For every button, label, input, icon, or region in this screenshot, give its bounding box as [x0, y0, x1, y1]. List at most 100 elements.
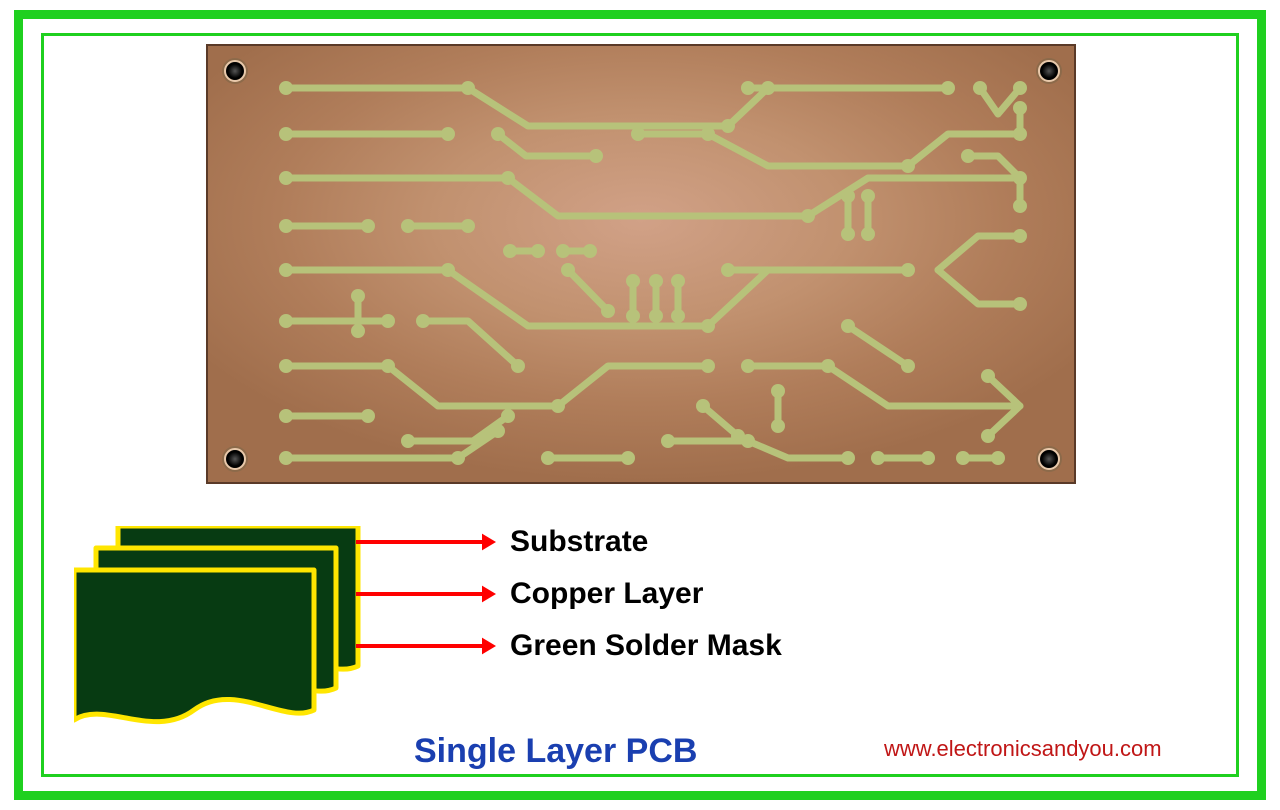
- pcb-pad: [461, 81, 475, 95]
- pcb-pad: [671, 274, 685, 288]
- pcb-pad: [901, 263, 915, 277]
- pcb-pad: [501, 409, 515, 423]
- pcb-pad: [901, 159, 915, 173]
- pcb-trace: [938, 236, 1020, 270]
- pcb-pad: [741, 81, 755, 95]
- pcb-pad: [279, 451, 293, 465]
- pcb-pad: [771, 419, 785, 433]
- pcb-pad: [503, 244, 517, 258]
- pcb-pad: [551, 399, 565, 413]
- pcb-pad: [1013, 229, 1027, 243]
- pcb-pad: [841, 319, 855, 333]
- pcb-pad: [981, 429, 995, 443]
- pcb-pad: [771, 384, 785, 398]
- inner-frame: Substrate Copper Layer Green Solder Mask…: [41, 33, 1239, 777]
- label-copper: Copper Layer: [510, 577, 703, 611]
- pcb-pad: [661, 434, 675, 448]
- pcb-pad: [501, 171, 515, 185]
- pcb-pad: [441, 127, 455, 141]
- pcb-pad: [351, 324, 365, 338]
- pcb-pad: [841, 227, 855, 241]
- pcb-pad: [589, 149, 603, 163]
- arrow-head: [482, 586, 496, 603]
- pcb-pad: [361, 219, 375, 233]
- pcb-pad: [441, 263, 455, 277]
- pcb-pad: [401, 219, 415, 233]
- pcb-pad: [621, 451, 635, 465]
- pcb-pad: [861, 227, 875, 241]
- pcb-pad: [981, 369, 995, 383]
- pcb-pad: [821, 359, 835, 373]
- pcb-traces-svg: [208, 46, 1078, 486]
- pcb-pad: [361, 409, 375, 423]
- pcb-pad: [1013, 171, 1027, 185]
- outer-frame: Substrate Copper Layer Green Solder Mask…: [14, 10, 1266, 800]
- pcb-pad: [871, 451, 885, 465]
- arrow-head: [482, 534, 496, 551]
- pcb-pad: [351, 289, 365, 303]
- pcb-pad: [1013, 127, 1027, 141]
- pcb-trace: [286, 88, 948, 126]
- pcb-pad: [626, 274, 640, 288]
- pcb-pad: [1013, 297, 1027, 311]
- mount-hole: [224, 60, 246, 82]
- pcb-pad: [861, 189, 875, 203]
- layer-sheet-soldermask: [74, 570, 314, 722]
- pcb-pad: [556, 244, 570, 258]
- pcb-pad: [491, 127, 505, 141]
- mount-hole: [1038, 60, 1060, 82]
- pcb-pad: [279, 171, 293, 185]
- pcb-pad: [701, 359, 715, 373]
- layer-stack-svg: [74, 526, 394, 736]
- pcb-pad: [991, 451, 1005, 465]
- pcb-pad: [956, 451, 970, 465]
- pcb-pad: [401, 434, 415, 448]
- pcb-pad: [901, 359, 915, 373]
- pcb-pad: [721, 119, 735, 133]
- pcb-pad: [761, 81, 775, 95]
- pcb-pad: [973, 81, 987, 95]
- pcb-trace: [286, 178, 1020, 216]
- pcb-pad: [451, 451, 465, 465]
- pcb-pad: [279, 263, 293, 277]
- pcb-pad: [741, 359, 755, 373]
- arrow-head: [482, 638, 496, 655]
- source-url: www.electronicsandyou.com: [884, 736, 1162, 762]
- pcb-pad: [416, 314, 430, 328]
- layer-stack: [74, 526, 394, 736]
- pcb-pad: [583, 244, 597, 258]
- pcb-pad: [701, 127, 715, 141]
- pcb-pad: [279, 409, 293, 423]
- pcb-pad: [649, 274, 663, 288]
- pcb-pad: [649, 309, 663, 323]
- pcb-pad: [279, 314, 293, 328]
- pcb-pad: [721, 263, 735, 277]
- pcb-trace: [668, 441, 848, 458]
- pcb-pad: [279, 219, 293, 233]
- pcb-trace: [286, 366, 708, 406]
- pcb-pad: [511, 359, 525, 373]
- pcb-pad: [696, 399, 710, 413]
- pcb-pad: [279, 127, 293, 141]
- pcb-pad: [801, 209, 815, 223]
- pcb-pad: [701, 319, 715, 333]
- pcb-pad: [1013, 101, 1027, 115]
- pcb-pad: [921, 451, 935, 465]
- pcb-pad: [279, 81, 293, 95]
- pcb-pad: [601, 304, 615, 318]
- pcb-pad: [671, 309, 685, 323]
- pcb-pad: [626, 309, 640, 323]
- pcb-pad: [1013, 199, 1027, 213]
- label-substrate: Substrate: [510, 525, 648, 559]
- mount-hole: [1038, 448, 1060, 470]
- pcb-pad: [279, 359, 293, 373]
- pcb-pad: [1013, 81, 1027, 95]
- pcb-pad: [381, 314, 395, 328]
- diagram-title: Single Layer PCB: [414, 732, 697, 771]
- pcb-trace: [848, 326, 908, 366]
- pcb-pad: [731, 429, 745, 443]
- pcb-pad: [941, 81, 955, 95]
- pcb-pad: [561, 263, 575, 277]
- pcb-pad: [381, 359, 395, 373]
- pcb-pad: [841, 189, 855, 203]
